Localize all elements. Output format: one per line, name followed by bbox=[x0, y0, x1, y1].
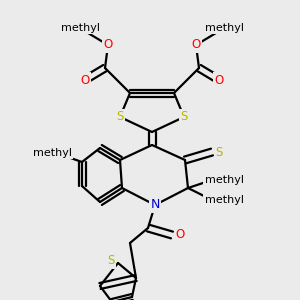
Text: O: O bbox=[191, 38, 201, 52]
Text: methyl: methyl bbox=[32, 148, 71, 158]
Text: O: O bbox=[80, 74, 90, 86]
Text: S: S bbox=[107, 254, 115, 268]
Text: S: S bbox=[116, 110, 124, 124]
Text: N: N bbox=[150, 199, 160, 212]
Text: S: S bbox=[215, 146, 223, 158]
Text: methyl: methyl bbox=[205, 195, 244, 205]
Text: O: O bbox=[214, 74, 224, 86]
Text: O: O bbox=[176, 229, 184, 242]
Text: O: O bbox=[103, 38, 112, 52]
Text: methyl: methyl bbox=[205, 175, 244, 185]
Text: methyl: methyl bbox=[61, 23, 100, 33]
Text: S: S bbox=[180, 110, 188, 124]
Text: methyl: methyl bbox=[205, 23, 244, 33]
